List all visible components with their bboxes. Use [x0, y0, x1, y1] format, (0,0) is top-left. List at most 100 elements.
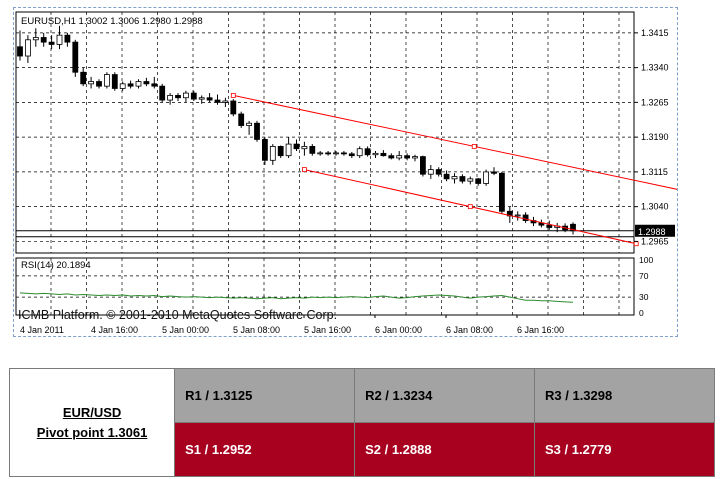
- candle-body: [467, 178, 474, 182]
- candle-body: [24, 39, 31, 57]
- candle-body: [64, 34, 71, 43]
- support-row: S1 / 1.2952 S2 / 1.2888 S3 / 1.2779: [10, 422, 715, 477]
- x-tick-label: 4 Jan 2011: [20, 325, 64, 335]
- candle-body: [230, 100, 237, 115]
- candle-body: [325, 152, 332, 155]
- candle-body: [269, 146, 276, 161]
- candle-body: [198, 97, 205, 100]
- candle-body: [309, 146, 316, 154]
- candle-body: [261, 139, 268, 161]
- chart-title: EURUSD,H1 1.3002 1.3006 1.2980 1.2988: [21, 16, 203, 27]
- current-price-label: 1.2988: [638, 227, 666, 237]
- x-tick-label: 5 Jan 08:00: [233, 325, 280, 335]
- x-tick-label: 5 Jan 16:00: [304, 325, 351, 335]
- current-price-box: [635, 224, 675, 237]
- candle-body: [427, 169, 434, 175]
- channel-anchor: [467, 204, 473, 210]
- candle-body: [570, 223, 576, 232]
- pivot-table: EUR/USD Pivot point 1.3061 R1 / 1.3125 R…: [8, 368, 715, 477]
- s1-cell: S1 / 1.2952: [174, 422, 356, 477]
- candle-body: [443, 173, 450, 180]
- candle-body: [96, 81, 102, 87]
- rsi-label: RSI(14) 20.1894: [21, 260, 91, 271]
- y-tick-label: 1.3265: [641, 97, 669, 107]
- candle-body: [293, 143, 300, 150]
- channel-line: [233, 94, 677, 190]
- candle-body: [175, 95, 181, 99]
- candle-body: [135, 81, 142, 87]
- y-tick-label: 1.3415: [641, 28, 669, 38]
- watermark: ICMB Platform. © 2001-2010 MetaQuotes So…: [18, 308, 337, 322]
- channel-anchor: [633, 241, 639, 247]
- candle-body: [419, 156, 426, 175]
- candle-body: [404, 155, 411, 159]
- candle-body: [340, 152, 347, 155]
- candle-body: [412, 156, 418, 159]
- s3-cell: S3 / 1.2779: [534, 422, 715, 477]
- pivot-point: Pivot point 1.3061: [36, 424, 148, 440]
- candle-body: [459, 176, 466, 182]
- y-tick-label: 1.2965: [641, 236, 669, 246]
- candle-body: [159, 85, 166, 101]
- y-tick-label: 1.3115: [641, 167, 668, 177]
- candle-body: [143, 81, 150, 85]
- candle-body: [546, 224, 553, 228]
- candle-body: [348, 153, 355, 157]
- y-tick-label: 1.3190: [641, 132, 669, 142]
- rsi-panel: [19, 292, 574, 303]
- candle-body: [119, 83, 126, 89]
- candle-body: [277, 146, 284, 157]
- candle-body: [17, 46, 23, 57]
- candle-body: [182, 92, 189, 99]
- candle-body: [301, 146, 308, 150]
- candle-body: [151, 83, 158, 87]
- channel-anchor: [471, 144, 477, 149]
- r3-cell: R3 / 1.3298: [534, 368, 715, 423]
- candle-body: [356, 148, 363, 157]
- chart-canvas: 1.3415 1.3340 1.3265 1.3190 1.3115 1.3040 1.29…: [15, 11, 677, 335]
- candle-body: [435, 169, 442, 175]
- candles: [17, 25, 576, 235]
- candle-body: [364, 148, 371, 156]
- candle-body: [238, 113, 245, 126]
- candle-body: [32, 37, 39, 41]
- candle-body: [88, 81, 94, 85]
- x-tick-label: 4 Jan 16:00: [91, 325, 138, 335]
- candle-body: [380, 152, 387, 157]
- resistance-row: EUR/USD Pivot point 1.3061 R1 / 1.3125 R…: [8, 368, 715, 477]
- y-tick-label: 1.3040: [641, 202, 669, 212]
- axes: 1.3415 1.3340 1.3265 1.3190 1.3115 1.3040 1.29…: [19, 28, 675, 335]
- candle-body: [206, 97, 213, 101]
- y-tick-label: 1.3340: [641, 63, 669, 73]
- rsi-tick-label: 0: [639, 308, 644, 318]
- x-tick-label: 5 Jan 00:00: [162, 325, 209, 335]
- candle-body: [56, 34, 63, 45]
- candle-body: [167, 95, 174, 101]
- candle-body: [72, 41, 79, 73]
- rsi-line: [19, 292, 574, 303]
- candle-body: [246, 122, 253, 126]
- x-tick-label: 6 Jan 00:00: [375, 325, 422, 335]
- candle-body: [214, 99, 221, 103]
- rsi-tick-label: 70: [639, 271, 649, 281]
- candle-body: [396, 155, 403, 159]
- candle-body: [475, 178, 482, 184]
- x-tick-label: 6 Jan 16:00: [517, 325, 564, 335]
- s2-cell: S2 / 1.2888: [354, 422, 536, 477]
- candle-body: [190, 92, 197, 100]
- candle-body: [127, 83, 134, 87]
- candle-body: [48, 41, 55, 45]
- rsi-tick-label: 30: [639, 292, 649, 302]
- channel-anchor: [230, 93, 236, 98]
- candle-body: [522, 214, 529, 221]
- pair-cell: EUR/USD Pivot point 1.3061: [8, 368, 176, 477]
- candle-body: [483, 171, 490, 184]
- candle-body: [285, 143, 292, 157]
- candle-body: [104, 74, 110, 87]
- candle-body: [111, 74, 118, 89]
- candle-body: [372, 152, 379, 156]
- r1-cell: R1 / 1.3125: [174, 368, 356, 423]
- grid: [15, 11, 635, 316]
- channel-lines: [230, 93, 677, 247]
- candle-body: [254, 122, 260, 140]
